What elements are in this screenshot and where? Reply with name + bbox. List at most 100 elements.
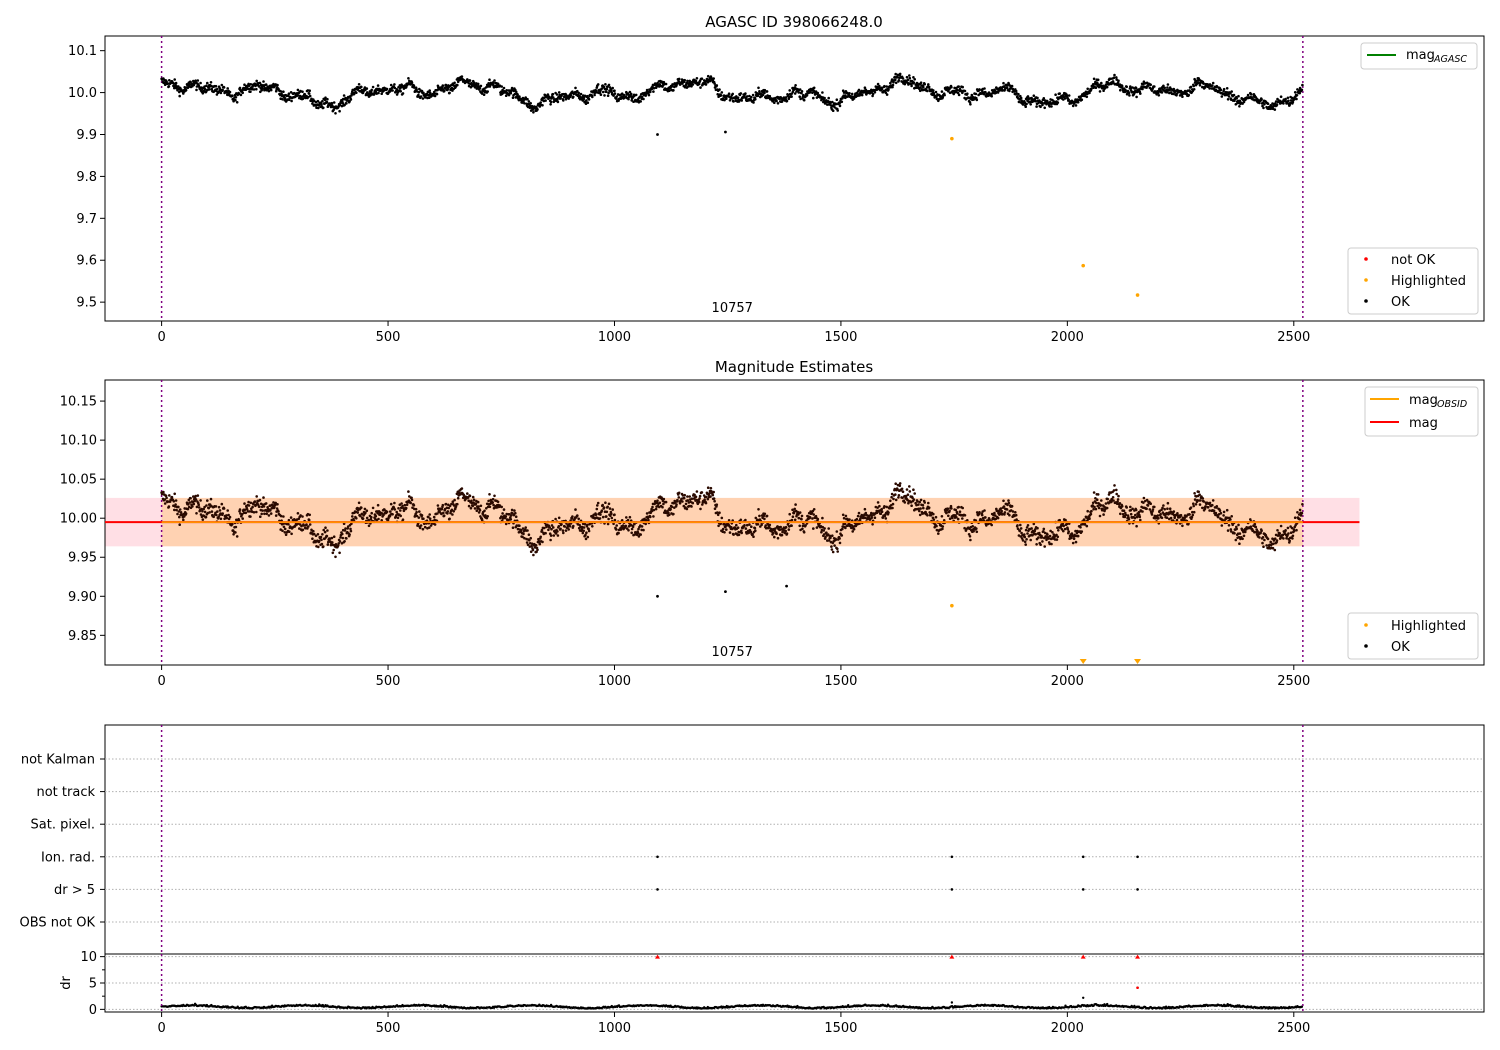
estimates-ok-point (1237, 523, 1240, 527)
estimates-ok-point (956, 512, 959, 515)
estimates-ok-point (1134, 513, 1137, 517)
estimates-ok-point (894, 498, 898, 502)
estimates-ok-point (1050, 542, 1053, 546)
agasc-xtick-label: 1000 (598, 330, 631, 345)
estimates-ok-point (963, 514, 967, 517)
agasc-legend-marker (1364, 299, 1368, 303)
estimates-ok-point (567, 528, 570, 531)
agasc-ok-point (720, 91, 724, 94)
agasc-xtick-label: 500 (376, 330, 401, 345)
estimates-ok-point (511, 526, 515, 529)
estimates-ok-point (165, 496, 168, 500)
agasc-ok-point (1105, 85, 1109, 89)
agasc-ok-point (321, 99, 324, 103)
estimates-ok-point (232, 533, 235, 536)
estimates-ok-point (440, 507, 444, 511)
agasc-ok-point (903, 82, 907, 86)
estimates-ok-point (1003, 511, 1007, 514)
estimates-ok-point (709, 495, 712, 498)
agasc-ok-point (357, 83, 361, 86)
agasc-ok-point (773, 101, 776, 104)
agasc-ok-point (574, 86, 577, 90)
agasc-ok-point (209, 81, 213, 84)
estimates-ok-point (1222, 514, 1225, 517)
estimates-ok-point (672, 512, 675, 516)
agasc-ok-point (1043, 106, 1046, 110)
agasc-ok-point (883, 84, 886, 88)
estimates-ok-point (332, 548, 336, 552)
estimates-ok-point (836, 547, 839, 551)
estimates-ok-point (453, 498, 456, 502)
estimates-ok-point (1010, 504, 1014, 508)
estimates-ok-point (277, 510, 280, 513)
agasc-ok-point (969, 103, 972, 106)
estimates-ok-point (615, 524, 618, 527)
agasc-ok-point (1134, 86, 1138, 90)
agasc-ok-point (282, 90, 285, 93)
estimates-ok-point (243, 502, 246, 505)
agasc-ok-point (718, 88, 721, 91)
agasc-ok-point (549, 100, 553, 104)
estimates-ok-point (262, 496, 265, 499)
estimates-ok-point (856, 514, 860, 518)
agasc-ok-point (493, 79, 496, 82)
agasc-ok-point (377, 91, 380, 95)
agasc-ok-point (480, 92, 484, 95)
agasc-ok-point (891, 85, 894, 89)
estimates-ok-point (1047, 537, 1051, 540)
estimates-ytick-label: 10.05 (60, 473, 97, 488)
estimates-ok-point (1002, 505, 1006, 508)
agasc-ok-point (956, 88, 959, 92)
estimates-ok-point (1067, 530, 1070, 533)
estimates-ok-point (969, 538, 972, 542)
agasc-ok-point (189, 80, 192, 84)
estimates-ok-point (197, 503, 200, 507)
estimates-ok-point (912, 498, 916, 501)
agasc-ytick-label: 9.6 (76, 254, 97, 269)
agasc-ok-point (1260, 98, 1263, 101)
agasc-ok-point (1025, 102, 1028, 106)
agasc-ok-point (274, 89, 278, 93)
agasc-obsid-label: 10757 (712, 301, 753, 316)
estimates-ok-point (279, 514, 283, 518)
estimates-ok-point (1216, 515, 1220, 519)
estimates-ok-point (780, 533, 784, 537)
estimates-ok-point (397, 507, 400, 510)
estimates-ok-point (690, 497, 694, 501)
estimates-ok-point (243, 508, 247, 512)
estimates-ok-point (765, 514, 769, 518)
estimates-ok-point (405, 503, 409, 507)
estimates-ok-point (212, 515, 215, 519)
agasc-ok-point (788, 89, 791, 92)
agasc-ok-point (352, 92, 356, 96)
estimates-ok-point (560, 523, 563, 526)
estimates-ok-point (448, 517, 451, 521)
agasc-ok-point (308, 89, 312, 92)
estimates-ok-point (898, 484, 902, 488)
agasc-ok-point (515, 95, 518, 98)
estimates-ok-point (1011, 510, 1015, 513)
agasc-ok-point (1227, 95, 1231, 98)
agasc-ok-point (583, 94, 587, 98)
estimates-ok-point (182, 518, 185, 522)
estimates-ok-point (935, 524, 938, 528)
agasc-ok-point (914, 86, 918, 89)
estimates-ok-point (468, 494, 472, 498)
estimates-ok-point (324, 526, 327, 529)
estimates-ok-point (206, 499, 209, 502)
agasc-ok-point (884, 91, 888, 94)
estimates-ok-point (249, 501, 253, 505)
estimates-ok-point (908, 490, 912, 493)
agasc-ok-point (848, 92, 851, 95)
agasc-ok-point (943, 93, 946, 97)
agasc-ok-point (1050, 105, 1053, 108)
estimates-ok-point (361, 517, 365, 520)
agasc-ok-point (551, 92, 555, 96)
estimates-ok-point (910, 504, 913, 508)
estimates-ok-point (1201, 506, 1204, 510)
estimates-ok-point (302, 524, 306, 527)
agasc-ok-point (889, 81, 892, 85)
estimates-ok-point (698, 494, 702, 498)
agasc-ok-point (195, 88, 198, 92)
agasc-ok-point (840, 100, 844, 104)
